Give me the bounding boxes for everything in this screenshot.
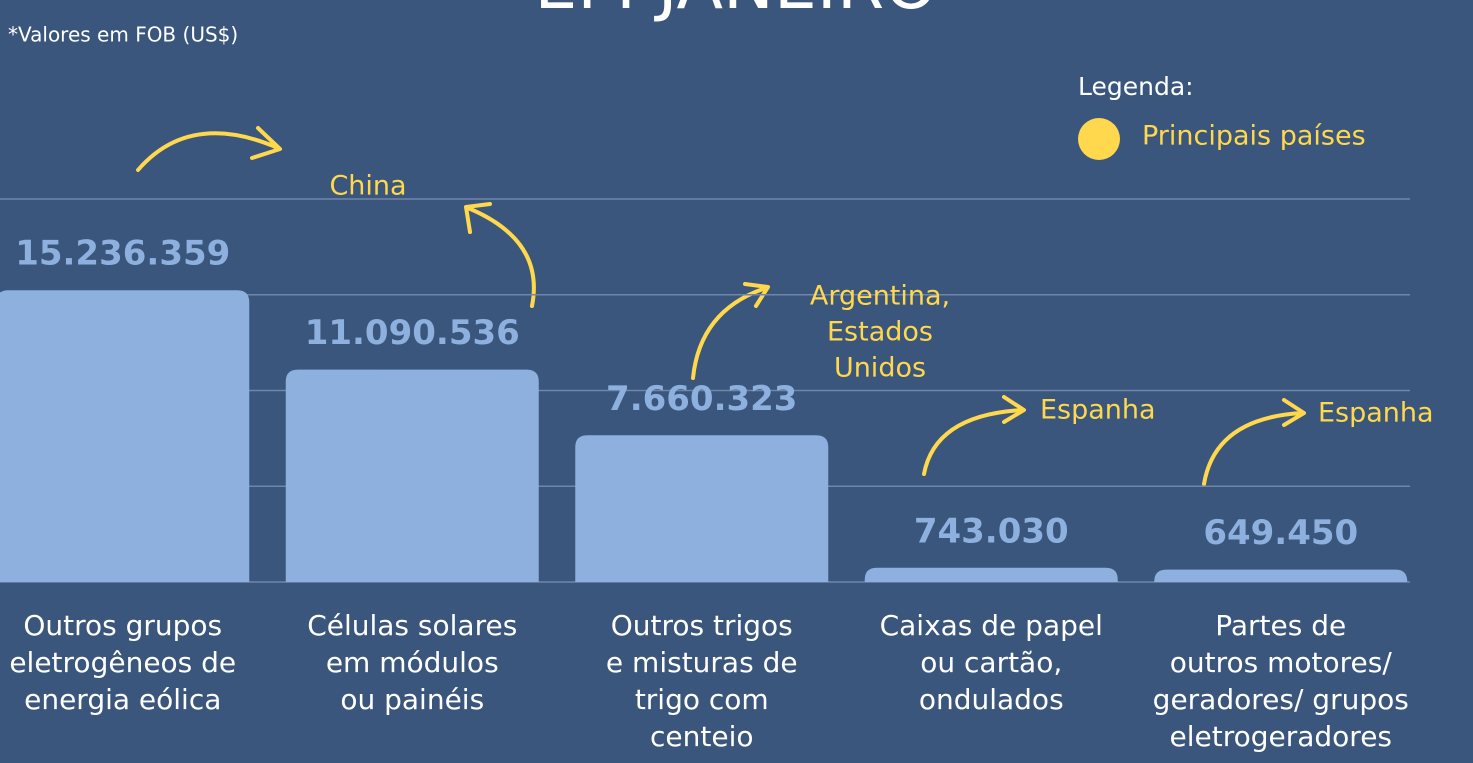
value-label: 11.090.536 (305, 313, 520, 353)
x-tick-label: trigo com (635, 683, 769, 716)
x-tick-label: ou cartão, (920, 646, 1062, 679)
x-tick-label: geradores/ grupos (1153, 683, 1409, 716)
bar (864, 567, 1118, 582)
bar (0, 290, 250, 582)
x-tick-label: ondulados (919, 683, 1064, 716)
arrows (136, 126, 1306, 486)
annotation: Estados (827, 317, 933, 348)
chart-title: EM JANEIRO (534, 0, 937, 25)
bar (285, 369, 539, 582)
x-tick-label: centeio (650, 720, 753, 753)
x-tick-label: e misturas de (606, 646, 798, 679)
x-tick-label: Outros grupos (23, 609, 222, 642)
annotation: Espanha (1318, 398, 1434, 429)
arrow (691, 282, 770, 380)
annotation: Unidos (834, 353, 926, 384)
legend-swatch (1078, 118, 1120, 160)
x-tick-label: Células solares (307, 609, 517, 642)
annotation: Espanha (1040, 395, 1156, 426)
bar (1154, 569, 1408, 582)
annotation: Argentina, (810, 281, 950, 312)
value-label: 743.030 (914, 511, 1069, 551)
x-tick-label: ou painéis (340, 683, 484, 716)
x-tick-label: outros motores/ (1170, 646, 1393, 679)
value-label: 15.236.359 (15, 234, 230, 274)
x-tick-label: eletrogêneos de (9, 646, 236, 679)
x-tick-label: Outros trigos (611, 609, 793, 642)
x-tick-label: em módulos (326, 646, 499, 679)
value-label: 7.660.323 (606, 379, 797, 419)
legend-title: Legenda: (1078, 72, 1194, 101)
x-tick-label: eletrogeradores (1169, 720, 1392, 753)
arrow (922, 395, 1026, 476)
x-tick-label: Caixas de papel (880, 609, 1103, 642)
legend-entry: Principais países (1142, 121, 1366, 152)
x-tick-label: Partes de (1215, 609, 1346, 642)
arrow (136, 126, 282, 172)
note: *Valores em FOB (US$) (8, 23, 238, 47)
annotation: China (329, 171, 406, 202)
arrow (1202, 398, 1306, 486)
bar (575, 435, 829, 582)
x-tick-label: energia eólica (24, 683, 221, 716)
value-label: 649.450 (1203, 513, 1358, 553)
arrow (464, 202, 536, 308)
